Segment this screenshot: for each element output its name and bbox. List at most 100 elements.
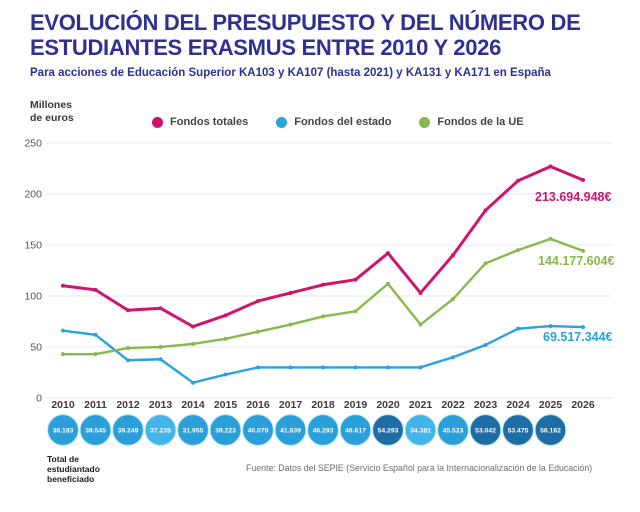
data-point <box>191 341 195 346</box>
data-point <box>581 178 585 183</box>
data-point <box>516 326 520 331</box>
x-tick-label-year: 2012 <box>116 399 140 411</box>
source-attribution: Fuente: Datos del SEPIE (Servicio Españo… <box>246 463 593 473</box>
student-count-value: 31.955 <box>183 427 204 434</box>
data-point <box>386 281 390 286</box>
data-point <box>321 314 325 319</box>
data-point <box>516 248 520 253</box>
students-total-label-line3: beneficiado <box>47 474 95 484</box>
student-count-bubble <box>144 414 177 446</box>
legend-label-fondos-de-la-ue: Fondos de la UE <box>437 116 524 128</box>
page-title-line2: ESTUDIANTES ERASMUS ENTRE 2010 Y 2026 <box>30 35 502 60</box>
student-count-bubble <box>209 414 242 446</box>
series-line-ue <box>61 237 585 356</box>
data-point <box>418 322 423 327</box>
legend-label-fondos-totales: Fondos totales <box>170 116 249 128</box>
legend-item-fondos-totales: Fondos totales <box>152 116 248 128</box>
data-point <box>93 287 98 292</box>
page-title-line1: EVOLUCIÓN DEL PRESUPUESTO Y DEL NÚMERO D… <box>30 10 581 35</box>
student-count-bubble <box>437 414 469 446</box>
data-point <box>61 328 65 333</box>
data-point <box>548 164 553 169</box>
y-tick-label: 100 <box>24 291 42 303</box>
y-tick-label: 250 <box>24 138 42 150</box>
student-count-bubble <box>47 414 79 446</box>
series-line-estado <box>61 324 585 384</box>
student-count-bubble <box>307 414 339 446</box>
student-count-value: 39.223 <box>215 427 236 434</box>
y-axis-unit-label: Millones de euros <box>30 99 74 125</box>
value-label-fondos-totales: 213.694.948€ <box>535 190 612 204</box>
y-tick-label: 0 <box>36 393 42 405</box>
data-point <box>548 236 553 241</box>
data-point <box>288 365 293 370</box>
student-count-value: 56.162 <box>540 427 561 434</box>
data-point <box>256 329 260 334</box>
student-count-value: 41.839 <box>280 427 301 434</box>
student-count-bubble <box>502 414 534 446</box>
data-point <box>451 355 455 360</box>
x-tick-label-year: 2021 <box>409 399 433 411</box>
data-point <box>223 313 228 318</box>
student-count-bubble <box>469 414 502 446</box>
x-tick-label-year: 2020 <box>376 399 400 411</box>
student-count-bubble <box>242 414 274 446</box>
data-point <box>548 324 553 329</box>
data-point <box>483 208 488 213</box>
legend-item-fondos-de-la-ue: Fondos de la UE <box>419 116 524 128</box>
data-point <box>158 345 163 349</box>
student-count-value: 40.079 <box>248 427 269 434</box>
data-point <box>191 324 195 329</box>
student-count-bubble <box>404 414 437 446</box>
x-tick-label-year: 2026 <box>571 399 595 411</box>
data-point <box>126 308 130 313</box>
data-point <box>483 261 488 266</box>
legend-dot-green-icon <box>419 116 431 128</box>
x-tick-label-year: 2025 <box>539 399 563 411</box>
data-point <box>451 253 455 258</box>
student-count-bubble <box>534 414 567 446</box>
data-point <box>93 352 98 357</box>
data-point <box>93 332 98 337</box>
student-count-value: 53.042 <box>475 427 496 434</box>
chart-legend: Fondos totales Fondos del estado Fondos … <box>152 116 524 128</box>
data-point <box>61 352 65 357</box>
student-count-bubble <box>339 414 372 446</box>
data-point <box>126 346 130 351</box>
student-count-value: 39.249 <box>118 427 139 434</box>
student-count-bubble <box>177 414 209 446</box>
data-point <box>288 322 293 327</box>
student-count-value: 46.617 <box>345 427 366 434</box>
data-point <box>418 290 423 295</box>
x-tick-label-year: 2023 <box>474 399 498 411</box>
value-label-fondos-estado: 69.517.344€ <box>543 330 613 344</box>
x-tick-label-year: 2017 <box>279 399 303 411</box>
data-point <box>581 325 585 330</box>
x-tick-label-year: 2013 <box>149 399 173 411</box>
data-point <box>451 297 455 302</box>
x-tick-label-year: 2014 <box>181 399 205 411</box>
student-count-bubble <box>79 414 112 446</box>
data-point <box>353 309 358 314</box>
legend-dot-blue-icon <box>276 116 288 128</box>
x-tick-label-year: 2022 <box>441 399 465 411</box>
student-count-value: 46.293 <box>313 427 334 434</box>
x-tick-label-year: 2015 <box>214 399 238 411</box>
data-point <box>581 248 585 253</box>
data-point <box>386 251 390 256</box>
data-point <box>321 282 325 287</box>
series-line-totales <box>61 164 585 329</box>
legend-label-fondos-del-estado: Fondos del estado <box>294 116 392 128</box>
x-tick-label-year: 2016 <box>246 399 270 411</box>
y-axis-unit-line2: de euros <box>30 112 74 124</box>
student-count-value: 39.545 <box>85 427 106 434</box>
student-count-value: 37.235 <box>150 427 171 434</box>
data-point <box>223 372 228 377</box>
legend-item-fondos-del-estado: Fondos del estado <box>276 116 391 128</box>
data-point <box>61 283 65 288</box>
data-point <box>158 357 163 362</box>
student-count-bubble <box>112 414 144 446</box>
data-point <box>256 299 260 304</box>
y-axis-unit-line1: Millones <box>30 99 73 111</box>
student-count-value: 45.523 <box>443 427 464 434</box>
